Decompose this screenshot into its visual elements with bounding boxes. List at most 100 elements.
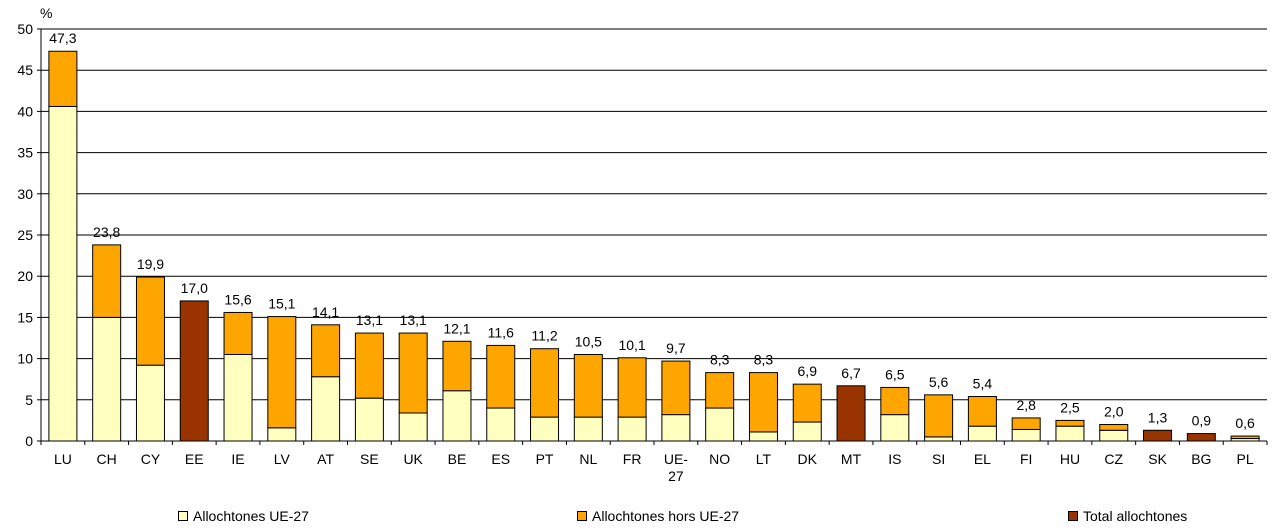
- bar-segment-hors-ue27: [267, 316, 297, 429]
- data-label: 5,6: [929, 374, 949, 390]
- data-label: 10,1: [618, 337, 645, 353]
- bar-segment-ue27: [880, 414, 910, 442]
- bars: [48, 50, 1260, 442]
- data-label: 19,9: [137, 256, 164, 272]
- bar-segment-ue27: [530, 416, 560, 442]
- legend: Allochtones UE-27 Allochtones hors UE-27…: [0, 508, 1275, 528]
- x-tick-label: IS: [888, 451, 901, 467]
- bar-segment-hors-ue27: [442, 340, 472, 392]
- x-tick-label: BE: [448, 451, 467, 467]
- data-label: 11,6: [488, 324, 514, 340]
- bar-segment-ue27: [311, 376, 341, 442]
- y-tick-label: 35: [17, 145, 33, 161]
- bar-segment-ue27: [135, 364, 165, 442]
- x-tick-label: SK: [1148, 451, 1167, 467]
- data-label: 10,5: [575, 333, 602, 349]
- y-tick-label: 30: [17, 186, 33, 202]
- x-tick-label: NO: [709, 451, 730, 467]
- bar-segment-hors-ue27: [617, 357, 647, 418]
- data-label: 9,7: [666, 340, 686, 356]
- x-tick-label: IE: [231, 451, 244, 467]
- bar-segment-ue27: [92, 316, 122, 442]
- labels: 0 5 10 15 20 25 30 35 40 45 50 47,3 LU 23,8 CH 19,9 CY 17…: [17, 21, 1255, 484]
- legend-label-total: Total allochtones: [1083, 508, 1188, 524]
- data-label: 2,8: [1016, 397, 1036, 413]
- bar-segment-hors-ue27: [880, 386, 910, 416]
- x-tick-label: CH: [97, 451, 117, 467]
- x-tick-label: PT: [536, 451, 554, 467]
- y-tick-label: 40: [17, 103, 33, 119]
- bar-segment-hors-ue27: [792, 383, 822, 423]
- bar-segment-ue27: [617, 416, 647, 442]
- bar-segment-total: [836, 385, 866, 442]
- data-label: 0,9: [1192, 413, 1212, 429]
- y-tick-label: 25: [17, 227, 33, 243]
- x-tick-label: ES: [491, 451, 510, 467]
- data-label: 13,1: [400, 312, 427, 328]
- bar-segment-hors-ue27: [398, 332, 428, 414]
- y-tick-label: 50: [17, 21, 33, 37]
- bar-segment-ue27: [1011, 428, 1041, 442]
- x-tick-label: EE: [185, 451, 204, 467]
- x-tick-label: DK: [798, 451, 818, 467]
- legend-label-hors-ue27: Allochtones hors UE-27: [592, 508, 740, 524]
- data-label: 8,3: [754, 352, 774, 368]
- bar-segment-hors-ue27: [1230, 435, 1260, 440]
- bar-segment-ue27: [486, 407, 516, 442]
- data-label: 13,1: [356, 312, 383, 328]
- data-label: 6,7: [841, 365, 861, 381]
- bar-segment-hors-ue27: [661, 360, 691, 416]
- data-label: 1,3: [1148, 409, 1168, 425]
- bar-segment-hors-ue27: [1099, 424, 1129, 431]
- data-label: 12,1: [443, 320, 470, 336]
- x-tick-label: NL: [579, 451, 597, 467]
- x-tick-label: BG: [1191, 451, 1211, 467]
- x-tick-label: UE-27: [664, 451, 688, 484]
- bar-segment-ue27: [748, 431, 778, 442]
- data-label: 6,5: [885, 366, 905, 382]
- bar-segment-total: [179, 300, 209, 442]
- x-tick-label: SE: [360, 451, 379, 467]
- data-label: 8,3: [710, 352, 730, 368]
- x-tick-label: SI: [932, 451, 945, 467]
- y-tick-label: 45: [17, 62, 33, 78]
- bar-segment-hors-ue27: [486, 344, 516, 409]
- bar-segment-ue27: [792, 421, 822, 442]
- x-tick-label: HU: [1060, 451, 1080, 467]
- x-tick-label: EL: [974, 451, 991, 467]
- data-label: 15,1: [268, 296, 295, 312]
- bar-segment-hors-ue27: [748, 372, 778, 433]
- legend-item-ue27: Allochtones UE-27: [178, 508, 309, 524]
- bar-segment-hors-ue27: [967, 396, 997, 427]
- bar-segment-ue27: [442, 390, 472, 442]
- data-label: 11,2: [531, 328, 557, 344]
- legend-item-total: Total allochtones: [1068, 508, 1187, 524]
- x-tick-label: LV: [274, 451, 291, 467]
- data-label: 5,4: [973, 376, 993, 392]
- data-label: 2,5: [1060, 399, 1080, 415]
- data-label: 15,6: [224, 291, 251, 307]
- bar-segment-hors-ue27: [573, 353, 603, 418]
- bar-segment-hors-ue27: [924, 394, 954, 438]
- y-tick-label: 0: [25, 433, 33, 449]
- bar-segment-ue27: [267, 427, 297, 442]
- x-tick-label: CY: [141, 451, 161, 467]
- bar-segment-hors-ue27: [311, 324, 341, 378]
- bar-segment-hors-ue27: [223, 311, 253, 355]
- bar-segment-hors-ue27: [48, 50, 78, 107]
- data-label: 17,0: [181, 280, 208, 296]
- data-label: 2,0: [1104, 404, 1124, 420]
- y-tick-label: 5: [25, 392, 33, 408]
- y-tick-label: 15: [17, 309, 33, 325]
- bar-segment-ue27: [48, 105, 78, 442]
- bar-segment-ue27: [354, 397, 384, 442]
- x-tick-label: MT: [841, 451, 862, 467]
- legend-item-hors-ue27: Allochtones hors UE-27: [577, 508, 739, 524]
- stacked-bar-chart: % 0 5 10 15 20 25 30 35 40 45 50 47,3 LU 23,8 CH 19,9 CY…: [17, 5, 1268, 484]
- y-tick-label: 20: [17, 268, 33, 284]
- bar-segment-ue27: [1099, 429, 1129, 442]
- x-tick-label: FR: [623, 451, 642, 467]
- data-label: 23,8: [93, 224, 120, 240]
- bar-segment-hors-ue27: [705, 372, 735, 409]
- bar-segment-hors-ue27: [92, 244, 122, 318]
